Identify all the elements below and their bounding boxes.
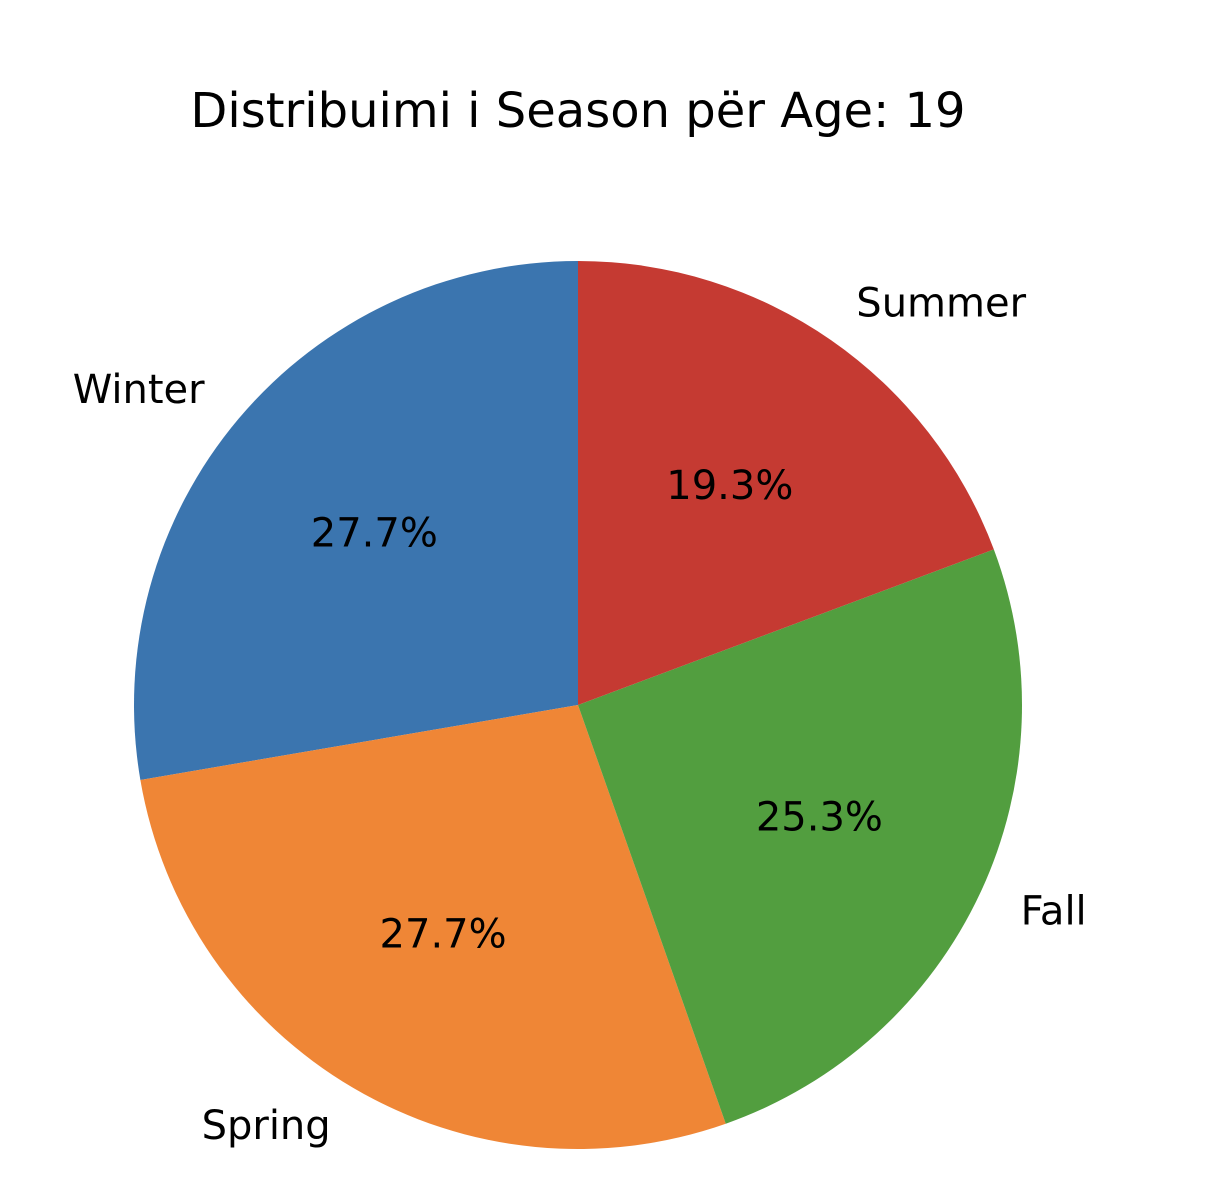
percent-label-fall: 25.3% bbox=[756, 795, 883, 841]
chart-title: Distribuimi i Season për Age: 19 bbox=[190, 83, 965, 139]
slice-label-fall: Fall bbox=[1021, 889, 1087, 935]
pie-slice-winter bbox=[133, 261, 579, 780]
percent-labels: 27.7% 27.7% 25.3% 19.3% bbox=[311, 463, 883, 958]
slice-label-spring: Spring bbox=[202, 1103, 331, 1149]
percent-label-spring: 27.7% bbox=[380, 912, 507, 958]
slice-label-winter: Winter bbox=[73, 367, 205, 413]
slice-label-summer: Summer bbox=[856, 281, 1026, 327]
pie-slice-spring bbox=[140, 705, 726, 1150]
pie-slice-fall bbox=[578, 549, 1023, 1124]
slice-labels: Winter Spring Fall Summer bbox=[73, 281, 1087, 1149]
pie-slices bbox=[133, 261, 1023, 1150]
percent-label-summer: 19.3% bbox=[666, 463, 793, 509]
percent-label-winter: 27.7% bbox=[311, 510, 438, 556]
pie-slice-summer bbox=[578, 261, 994, 705]
